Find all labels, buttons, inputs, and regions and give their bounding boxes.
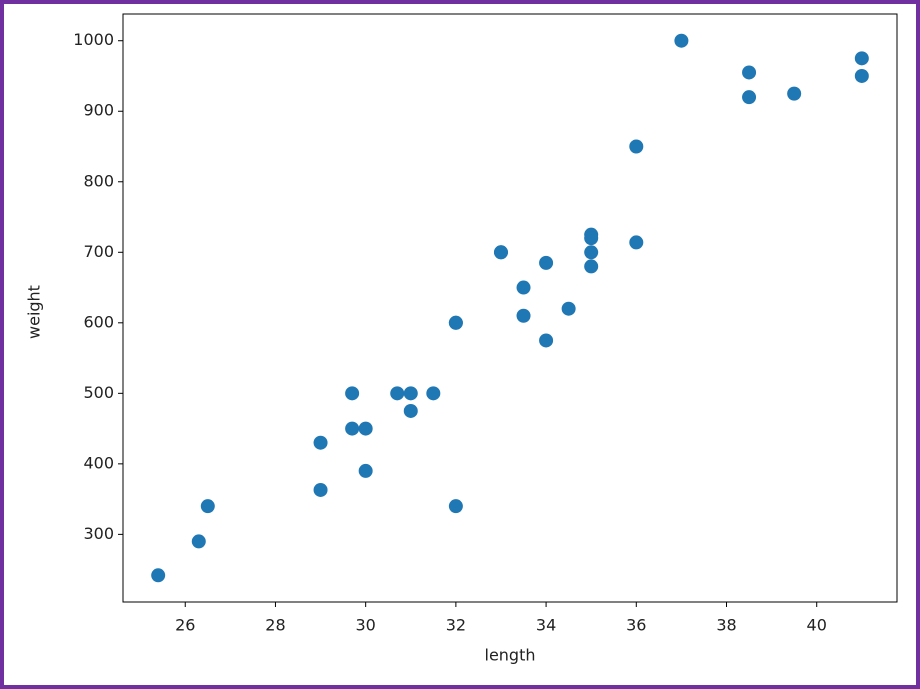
point: [358, 421, 373, 436]
y-tick-label: 600: [83, 312, 114, 331]
y-tick-label: 700: [83, 242, 114, 261]
point: [674, 33, 689, 48]
point: [787, 86, 802, 101]
point: [426, 386, 441, 401]
point: [403, 386, 418, 401]
point: [584, 245, 599, 260]
point: [345, 421, 360, 436]
x-axis-label: length: [485, 646, 536, 665]
point: [151, 568, 166, 583]
point: [345, 386, 360, 401]
point: [313, 482, 328, 497]
point: [200, 499, 215, 514]
x-tick-label: 38: [716, 616, 736, 635]
x-tick-label: 26: [175, 616, 195, 635]
point: [516, 280, 531, 295]
point: [561, 301, 576, 316]
point: [539, 255, 554, 270]
x-tick-label: 30: [355, 616, 375, 635]
point: [191, 534, 206, 549]
x-tick-label: 28: [265, 616, 285, 635]
y-tick-label: 500: [83, 383, 114, 402]
point: [448, 315, 463, 330]
point: [403, 403, 418, 418]
point: [390, 386, 405, 401]
y-tick-label: 300: [83, 524, 114, 543]
point: [854, 68, 869, 83]
point: [742, 90, 757, 105]
point: [539, 333, 554, 348]
point: [854, 51, 869, 66]
y-tick-label: 900: [83, 101, 114, 120]
point: [313, 435, 328, 450]
plot-area: [122, 13, 898, 603]
point: [629, 235, 644, 250]
point: [516, 308, 531, 323]
y-tick-label: 800: [83, 171, 114, 190]
x-tick-label: 40: [807, 616, 827, 635]
point: [493, 245, 508, 260]
x-tick-label: 32: [446, 616, 466, 635]
point: [629, 139, 644, 154]
x-tick-label: 34: [536, 616, 556, 635]
point: [584, 231, 599, 246]
point: [448, 499, 463, 514]
x-tick-label: 36: [626, 616, 646, 635]
y-tick-label: 400: [83, 453, 114, 472]
point: [358, 463, 373, 478]
y-tick-label: 1000: [73, 30, 114, 49]
y-axis-label: weight: [25, 285, 44, 339]
point: [584, 259, 599, 274]
point: [742, 65, 757, 80]
